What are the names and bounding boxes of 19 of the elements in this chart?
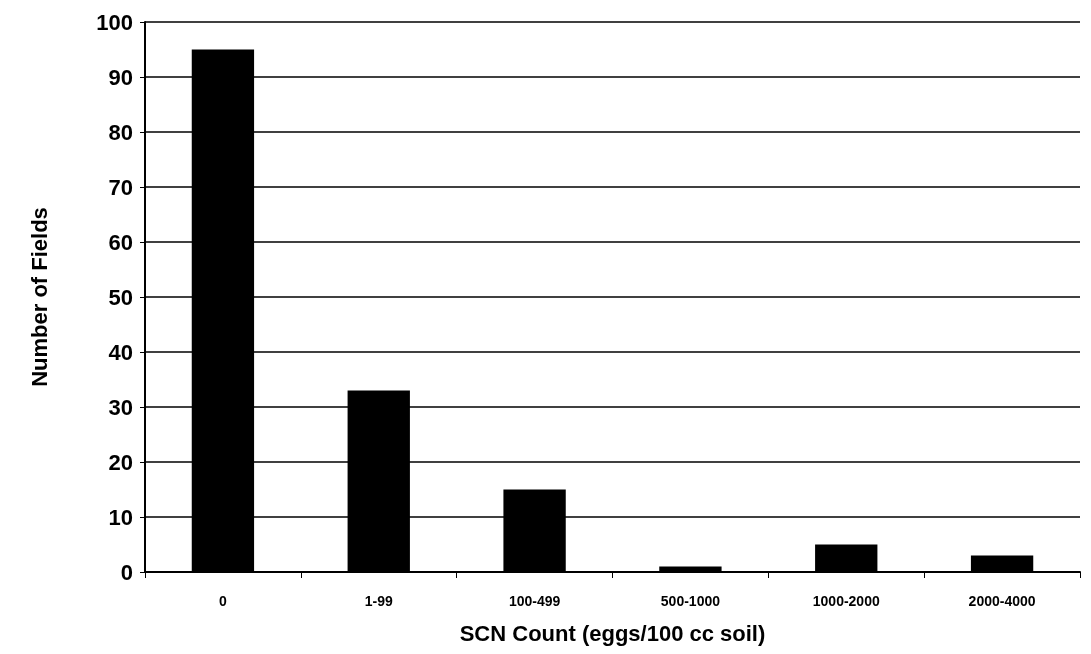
- x-tick-label: 1-99: [364, 593, 393, 609]
- x-tick-label: 0: [219, 593, 228, 609]
- x-tick-label: 500-1000: [660, 593, 721, 609]
- y-tick-label: 50: [108, 284, 133, 310]
- x-tick-label: 1000-2000: [812, 593, 880, 609]
- y-tick-label: 90: [108, 64, 133, 90]
- x-tick-label: 2000-4000: [968, 593, 1036, 609]
- x-axis-title: SCN Count (eggs/100 cc soil): [459, 620, 766, 646]
- x-tick-label: 100-499: [508, 593, 561, 609]
- y-tick-label: 60: [108, 229, 133, 255]
- y-tick-label: 20: [108, 449, 133, 475]
- y-tick-label: 10: [108, 504, 133, 530]
- y-tick-label: 0: [120, 559, 133, 585]
- y-tick-label: 30: [108, 394, 133, 420]
- y-tick-label: 40: [108, 339, 133, 365]
- y-tick-label: 70: [108, 174, 133, 200]
- y-tick-label: 80: [108, 119, 133, 145]
- y-axis-title: Number of Fields: [26, 207, 52, 387]
- y-tick-label: 100: [96, 9, 133, 35]
